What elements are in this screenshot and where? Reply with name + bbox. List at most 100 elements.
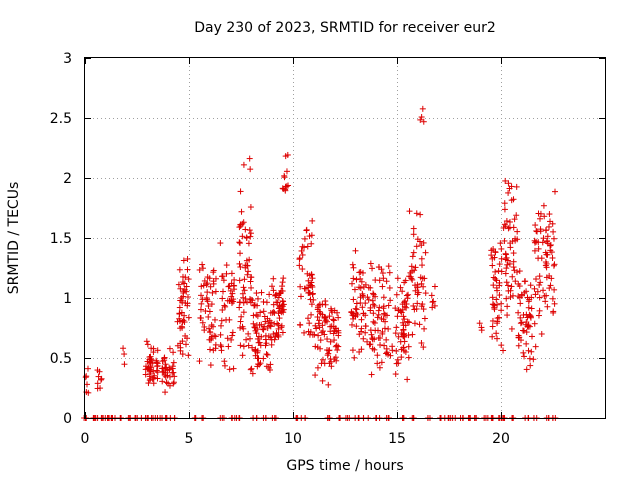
data-point (248, 284, 255, 291)
data-point (421, 315, 428, 322)
data-point (166, 366, 173, 373)
data-point (502, 270, 509, 277)
data-point (383, 350, 390, 357)
data-point (237, 342, 244, 349)
data-point (385, 325, 392, 332)
data-point (218, 273, 225, 280)
data-point (275, 325, 282, 332)
data-point (420, 118, 427, 125)
data-point (351, 354, 358, 361)
data-point (523, 366, 530, 373)
data-point (430, 298, 437, 305)
data-point (203, 294, 210, 301)
data-point (217, 331, 224, 338)
data-point (241, 287, 248, 294)
data-point (395, 333, 402, 340)
data-point (393, 360, 400, 367)
data-point (353, 323, 360, 330)
data-point (225, 283, 232, 290)
data-point (498, 245, 505, 252)
data-point (378, 266, 385, 273)
data-point (301, 235, 308, 242)
data-point (266, 366, 273, 373)
data-point (238, 208, 245, 215)
data-point (405, 354, 412, 361)
data-point (207, 283, 214, 290)
data-point (476, 320, 483, 327)
plot-frame (84, 57, 606, 419)
data-point (314, 364, 321, 371)
data-point (522, 278, 529, 285)
data-point (276, 315, 283, 322)
data-point (219, 288, 226, 295)
y-tick-label: 2.5 (50, 111, 72, 127)
data-point (199, 261, 206, 268)
data-point (537, 279, 544, 286)
data-point (547, 241, 554, 248)
data-point (240, 343, 247, 350)
data-point (314, 304, 321, 311)
data-point (166, 345, 173, 352)
data-point (246, 227, 253, 234)
data-point (352, 247, 359, 254)
data-point (222, 303, 229, 310)
data-point (551, 286, 558, 293)
data-point (535, 255, 542, 262)
data-point (401, 303, 408, 310)
data-point (211, 316, 218, 323)
data-point (319, 322, 326, 329)
data-point (410, 302, 417, 309)
data-point (177, 297, 184, 304)
data-point (549, 254, 556, 261)
data-point (414, 300, 421, 307)
data-point (220, 277, 227, 284)
data-point (159, 358, 166, 365)
data-point (239, 352, 246, 359)
data-point (331, 337, 338, 344)
data-point (263, 299, 270, 306)
data-point (179, 279, 186, 286)
data-point (531, 285, 538, 292)
data-point (159, 365, 166, 372)
data-point (400, 313, 407, 320)
data-point (207, 346, 214, 353)
data-point (145, 380, 152, 387)
data-point (271, 320, 278, 327)
data-point (521, 353, 528, 360)
data-point (223, 262, 230, 269)
data-point (367, 341, 374, 348)
data-point (154, 360, 161, 367)
data-point (507, 287, 514, 294)
data-point (170, 379, 177, 386)
data-point (183, 283, 190, 290)
data-point (491, 304, 498, 311)
data-point (494, 335, 501, 342)
data-point (266, 322, 273, 329)
data-point (238, 313, 245, 320)
data-point (271, 309, 278, 316)
data-point (252, 324, 259, 331)
data-point (97, 385, 104, 392)
data-point (204, 289, 211, 296)
data-point (513, 212, 520, 219)
data-point (364, 294, 371, 301)
data-point (406, 319, 413, 326)
data-point (366, 341, 373, 348)
data-point (273, 291, 280, 298)
data-point (544, 233, 551, 240)
data-point (253, 290, 260, 297)
data-point (250, 312, 257, 319)
data-point (360, 335, 367, 342)
data-point (308, 240, 315, 247)
data-point (212, 288, 219, 295)
data-point (418, 339, 425, 346)
data-point (494, 315, 501, 322)
data-point (302, 285, 309, 292)
data-point (368, 331, 375, 338)
data-point (381, 342, 388, 349)
data-point (515, 309, 522, 316)
data-point (283, 183, 290, 190)
data-point (319, 356, 326, 363)
data-point (239, 233, 246, 240)
data-point (374, 314, 381, 321)
